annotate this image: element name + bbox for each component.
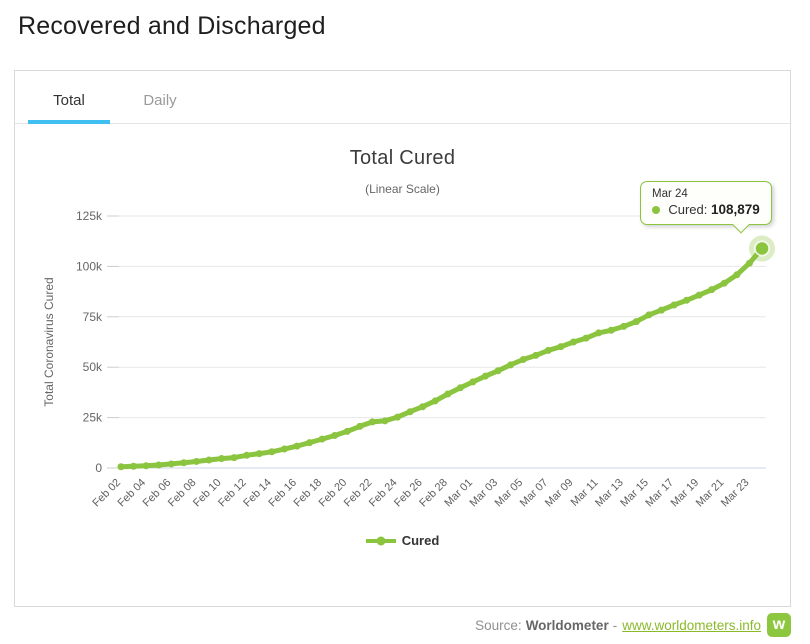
source-footer: Source: Worldometer - www.worldometers.i…	[14, 613, 791, 637]
data-point-marker[interactable]	[293, 442, 301, 450]
data-point-marker[interactable]	[683, 296, 691, 304]
tab-total[interactable]: Total	[53, 92, 85, 109]
data-point-marker[interactable]	[268, 448, 276, 456]
legend-item-cured[interactable]: Cured	[365, 533, 440, 548]
legend-label: Cured	[401, 533, 440, 548]
data-point-marker[interactable]	[569, 338, 577, 346]
data-point-marker[interactable]	[280, 445, 288, 453]
hovered-point-marker[interactable]	[754, 240, 770, 257]
chart-title: Total Cured	[349, 147, 456, 169]
chart-subtitle: (Linear Scale)	[365, 182, 440, 196]
data-point-marker[interactable]	[142, 462, 150, 470]
worldometers-link[interactable]: www.worldometers.info	[622, 617, 761, 633]
data-point-marker[interactable]	[243, 451, 251, 459]
data-point-marker[interactable]	[218, 455, 226, 463]
data-point-marker[interactable]	[745, 259, 753, 267]
data-point-marker[interactable]	[670, 301, 678, 309]
y-axis-tick-label: 50k	[83, 360, 103, 374]
data-point-marker[interactable]	[645, 311, 653, 319]
data-point-marker[interactable]	[481, 372, 489, 380]
tooltip-series-label: Cured:	[668, 202, 711, 217]
page-title: Recovered and Discharged	[18, 12, 326, 40]
tooltip-series-dot-icon	[652, 206, 660, 214]
data-point-marker[interactable]	[117, 463, 125, 471]
data-point-marker[interactable]	[607, 326, 615, 334]
data-point-marker[interactable]	[368, 418, 376, 426]
data-point-marker[interactable]	[557, 343, 565, 351]
data-point-marker[interactable]	[431, 397, 439, 405]
data-point-marker[interactable]	[192, 457, 200, 465]
y-axis-tick-label: 25k	[83, 411, 103, 425]
active-tab-underline	[28, 120, 110, 124]
data-point-marker[interactable]	[632, 318, 640, 326]
worldometer-logo-icon[interactable]: w	[767, 613, 791, 637]
data-point-marker[interactable]	[155, 461, 163, 469]
data-point-marker[interactable]	[519, 356, 527, 364]
tab-bar: Total Daily	[15, 71, 790, 124]
legend-line-marker-icon	[365, 536, 396, 545]
data-point-marker[interactable]	[595, 329, 603, 337]
data-point-marker[interactable]	[720, 279, 728, 287]
data-point-marker[interactable]	[356, 422, 364, 430]
data-point-marker[interactable]	[419, 403, 427, 411]
data-point-marker[interactable]	[318, 435, 326, 443]
data-point-marker[interactable]	[582, 334, 590, 342]
chart-plot-area[interactable]: 0 25k 50k 75k 100k 125k Total Coronavirus Cure…	[15, 124, 790, 529]
data-point-marker[interactable]	[456, 384, 464, 392]
data-point-marker[interactable]	[167, 460, 175, 468]
data-point-marker[interactable]	[532, 351, 540, 359]
data-point-marker[interactable]	[657, 306, 665, 314]
source-name: Worldometer	[525, 617, 609, 633]
data-point-marker[interactable]	[180, 459, 188, 467]
hover-halo	[749, 235, 775, 262]
data-point-marker[interactable]	[620, 322, 628, 330]
data-point-marker[interactable]	[695, 291, 703, 299]
data-point-marker[interactable]	[306, 439, 314, 447]
source-separator: -	[612, 617, 618, 633]
data-point-marker[interactable]	[394, 413, 402, 421]
data-point-marker[interactable]	[406, 408, 414, 416]
y-axis-title: Total Coronavirus Cured	[42, 277, 56, 406]
data-point-marker[interactable]	[444, 390, 452, 398]
data-point-marker[interactable]	[331, 432, 339, 440]
data-point-marker[interactable]	[205, 456, 213, 464]
data-point-marker[interactable]	[544, 346, 552, 354]
chart-legend: Cured	[15, 533, 790, 552]
y-axis-tick-label: 75k	[83, 310, 103, 324]
data-point-marker[interactable]	[708, 286, 716, 294]
y-axis-tick-label: 0	[95, 461, 102, 475]
tooltip-date: Mar 24	[652, 188, 688, 200]
data-point-marker[interactable]	[230, 454, 238, 462]
chart-panel: Total Daily Total Cured (Linear Scale) 0…	[14, 70, 791, 607]
chart-area: Total Cured (Linear Scale) 0 25k 50k 75k 100…	[15, 124, 790, 606]
data-point-marker[interactable]	[343, 427, 351, 435]
x-axis-tick-label: Mar 09	[543, 477, 576, 510]
data-point-marker[interactable]	[733, 271, 741, 279]
data-point-marker[interactable]	[507, 361, 515, 369]
y-axis-tick-label: 100k	[76, 259, 103, 273]
source-label: Source:	[475, 617, 522, 633]
tab-daily[interactable]: Daily	[143, 92, 177, 109]
cured-series-line[interactable]	[118, 246, 765, 470]
data-point-marker[interactable]	[255, 450, 263, 458]
tooltip-value: 108,879	[710, 202, 760, 217]
y-axis-tick-label: 125k	[76, 209, 103, 223]
data-point-marker[interactable]	[130, 462, 138, 470]
data-point-marker[interactable]	[494, 367, 502, 375]
x-axis-tick-label: Mar 23	[719, 477, 752, 510]
data-point-marker[interactable]	[469, 378, 477, 386]
chart-tooltip: Mar 24 Cured: 108,879	[640, 181, 772, 234]
data-point-marker[interactable]	[381, 417, 389, 425]
